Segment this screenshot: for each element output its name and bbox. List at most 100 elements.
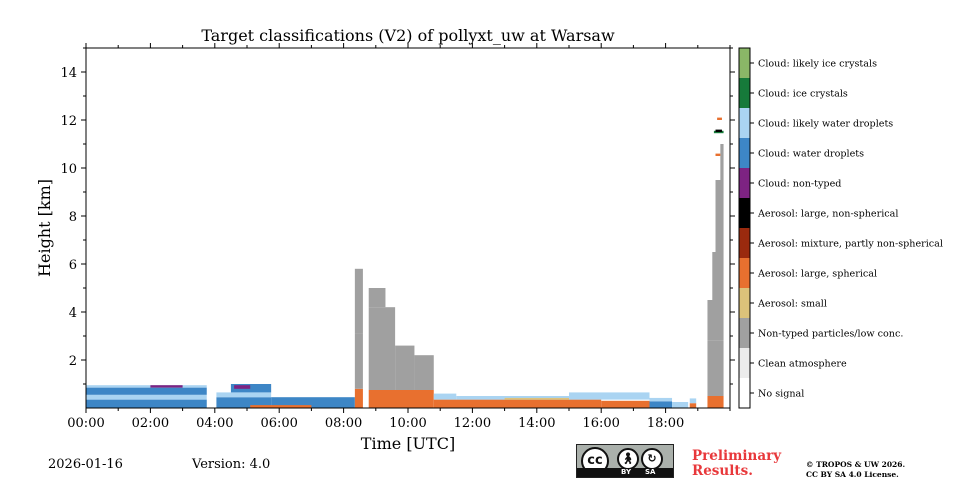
person-icon: 🚶︎ [617,448,639,470]
colorbar-swatch-cloud-water-droplets [739,138,750,168]
y-tick-label-14: 14 [60,66,77,81]
region-non-typed-particles-low-conc-33 [707,300,724,341]
region-cloud-likely-water-droplets-1 [86,394,207,400]
region-aerosol-large-spherical-37 [717,117,722,120]
region-aerosol-large-non-spherical-39 [715,129,722,132]
share-alike-icon: ↻ [641,448,663,470]
region-aerosol-large-spherical-31 [707,396,724,408]
colorbar-swatch-cloud-non-typed [739,168,750,198]
y-axis-label: Height [km] [35,179,54,277]
region-non-typed-particles-low-conc-18 [368,307,396,336]
x-tick-label-0600: 06:00 [260,416,297,431]
colorbar-swatch-aerosol-large-spherical [739,258,750,288]
region-non-typed-particles-low-conc-13 [354,268,363,334]
colorbar-swatch-clean-atmosphere [739,348,750,378]
preliminary-line-2: Results. [692,463,753,479]
region-aerosol-large-spherical-20 [433,399,602,408]
region-non-typed-particles-low-conc-19 [368,288,386,308]
x-axis-label: Time [UTC] [361,434,455,453]
preliminary-line-1: Preliminary [692,448,782,464]
colorbar-label-clean-atmosphere: Clean atmosphere [758,359,847,370]
region-aerosol-large-spherical-40 [715,153,721,156]
colorbar-swatch-aerosol-small [739,288,750,318]
colorbar-label-aerosol-mixture-partly-non-spherical: Aerosol: mixture, partly non-spherical [757,239,943,250]
region-cloud-likely-water-droplets-28 [672,402,689,408]
region-aerosol-large-spherical-29 [689,403,697,408]
y-tick-label-6: 6 [69,258,77,273]
x-tick-label-1400: 14:00 [518,416,555,431]
colorbar-label-non-typed-particles-low-conc: Non-typed particles/low conc. [758,329,903,340]
colorbar-swatch-no-signal [739,378,750,408]
colorbar-label-aerosol-large-non-spherical: Aerosol: large, non-spherical [757,209,898,220]
colorbar-swatch-cloud-ice-crystals [739,78,750,108]
y-axis-ticks: 2 4 6 8 10 12 14 [60,47,735,385]
region-cloud-non-typed-4 [150,385,183,388]
colorbar-label-aerosol-large-spherical: Aerosol: large, spherical [757,269,877,280]
badge-by-label: BY [621,468,632,476]
region-non-typed-particles-low-conc-15 [368,336,396,390]
region-cloud-likely-water-droplets-21 [433,393,457,400]
x-tick-label-0400: 04:00 [196,416,233,431]
region-non-typed-particles-low-conc-16 [395,345,415,390]
region-cloud-water-droplets-2 [86,387,207,395]
y-tick-label-12: 12 [60,114,77,129]
colorbar-label-cloud-non-typed: Cloud: non-typed [758,179,841,190]
region-cloud-likely-water-droplets-27 [649,397,673,402]
region-aerosol-large-spherical-14 [368,390,434,408]
region-aerosol-large-spherical-11 [354,388,363,408]
x-tick-label-1800: 18:00 [647,416,684,431]
region-non-typed-particles-low-conc-35 [715,180,724,252]
colorbar-label-cloud-likely-water-droplets: Cloud: likely water droplets [758,119,893,130]
copyright-notice: © TROPOS & UW 2026. CC BY SA 4.0 License… [806,460,905,480]
region-cloud-likely-water-droplets-30 [689,398,697,404]
chart-title: Target classifications (V2) of pollyxt_u… [201,26,615,45]
region-non-typed-particles-low-conc-17 [414,355,434,390]
region-cloud-water-droplets-26 [649,401,673,408]
preliminary-results-note: Preliminary Results. [692,449,781,479]
y-tick-label-8: 8 [69,210,77,225]
x-tick-label-0800: 08:00 [325,416,362,431]
region-cloud-water-droplets-0 [86,399,207,408]
region-non-typed-particles-low-conc-36 [720,144,724,180]
x-tick-label-0000: 00:00 [67,416,104,431]
colorbar-label-cloud-ice-crystals: Cloud: ice crystals [758,89,848,100]
x-tick-label-1600: 16:00 [582,416,619,431]
region-aerosol-large-spherical-25 [601,400,650,408]
colorbar-label-cloud-water-droplets: Cloud: water droplets [758,149,864,160]
colorbar-label-aerosol-small: Aerosol: small [757,299,827,310]
footer-date: 2026-01-16 [48,457,123,472]
x-axis-ticks: 00:00 02:00 04:00 06:00 08:00 10:00 12:00 14:00… [67,43,731,431]
region-cloud-water-droplets-7 [230,384,272,393]
badge-sa-label: SA [645,468,656,476]
region-non-typed-particles-low-conc-12 [354,333,363,389]
colorbar-swatch-aerosol-mixture-partly-non-spherical [739,228,750,258]
copyright-line-1: © TROPOS & UW 2026. [806,460,906,469]
y-tick-label-2: 2 [69,354,77,369]
region-cloud-likely-water-droplets-6 [216,392,272,398]
footer-version: Version: 4.0 [192,457,271,472]
colorbar-label-cloud-likely-ice-crystals: Cloud: likely ice crystals [758,59,877,70]
x-tick-label-0200: 02:00 [132,416,169,431]
region-aerosol-small-23 [504,397,569,400]
region-non-typed-particles-low-conc-34 [712,252,724,300]
region-cloud-water-droplets-9 [271,397,355,408]
region-cloud-likely-water-droplets-3 [86,385,207,388]
colorbar-label-no-signal: No signal [758,389,804,400]
colorbar-swatch-aerosol-large-non-spherical [739,198,750,228]
region-non-typed-particles-low-conc-32 [707,340,724,396]
region-cloud-water-droplets-5 [216,397,272,408]
cc-by-sa-badge[interactable]: cc 🚶︎ ↻ BY SA [576,444,674,478]
colorbar-legend: No signal Clean atmosphere Non-typed parti… [738,47,943,409]
region-aerosol-large-spherical-10 [250,405,312,408]
colorbar-swatch-cloud-likely-water-droplets [739,108,750,138]
badge-label-bar [577,468,673,477]
y-tick-label-10: 10 [60,162,77,177]
x-tick-label-1200: 12:00 [454,416,491,431]
region-cloud-likely-water-droplets-22 [456,396,569,400]
region-cloud-non-typed-8 [234,385,251,389]
colorbar-swatch-non-typed-particles-low-conc [739,318,750,348]
y-tick-label-4: 4 [69,306,77,321]
colorbar-swatch-cloud-likely-ice-crystals [739,48,750,78]
copyright-line-2: CC BY SA 4.0 License. [806,470,899,479]
